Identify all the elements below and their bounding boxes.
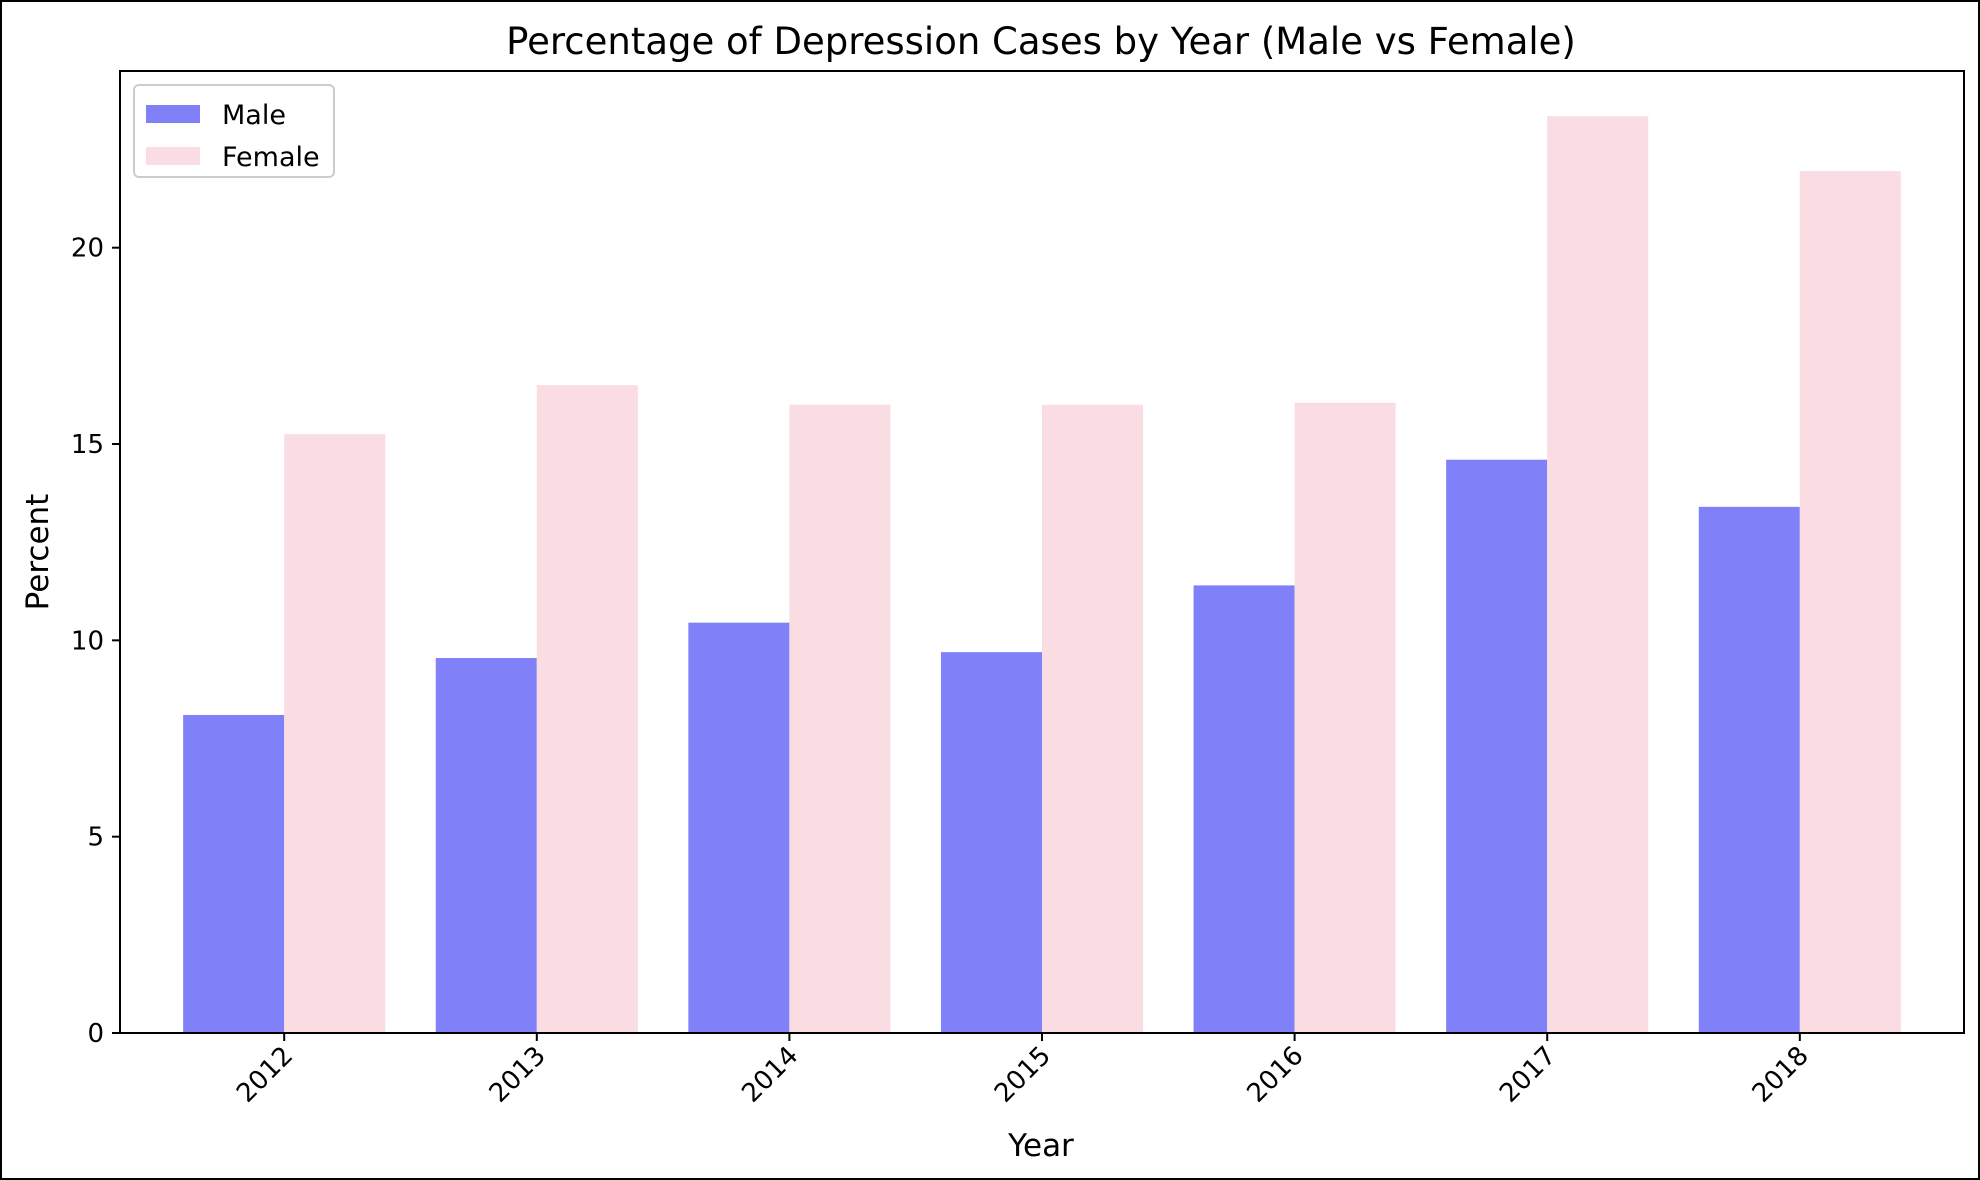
bar-male-2012 bbox=[183, 714, 285, 1033]
bar-female-2012 bbox=[284, 434, 386, 1033]
legend-label-female: Female bbox=[222, 142, 320, 173]
bar-male-2018 bbox=[1698, 506, 1800, 1033]
x-tick-label: 2013 bbox=[484, 1041, 552, 1109]
y-axis-label: Percent bbox=[20, 494, 56, 611]
legend-label-male: Male bbox=[222, 100, 286, 131]
x-axis: 2012 2013 2014 2015 2016 2017 2018 bbox=[231, 1033, 1815, 1109]
y-tick-label: 5 bbox=[87, 823, 104, 853]
y-tick-label: 20 bbox=[71, 234, 104, 264]
bar-female-2018 bbox=[1799, 171, 1901, 1033]
x-tick-label: 2018 bbox=[1747, 1041, 1815, 1109]
chart-title: Percentage of Depression Cases by Year (… bbox=[506, 20, 1576, 63]
y-tick-label: 15 bbox=[71, 430, 104, 460]
y-tick-label: 10 bbox=[71, 626, 104, 656]
bar-female-2013 bbox=[536, 385, 638, 1033]
bars-layer bbox=[183, 116, 1901, 1034]
legend-swatch-female bbox=[146, 147, 200, 165]
x-axis-label: Year bbox=[1007, 1128, 1074, 1164]
x-tick-label: 2017 bbox=[1494, 1041, 1562, 1109]
legend: Male Female bbox=[133, 84, 335, 178]
x-tick-label: 2012 bbox=[231, 1041, 299, 1109]
y-axis: 0 5 10 15 20 bbox=[71, 234, 120, 1049]
bar-male-2015 bbox=[940, 652, 1042, 1033]
x-tick-label: 2015 bbox=[989, 1041, 1057, 1109]
y-tick-label: 0 bbox=[87, 1019, 104, 1049]
bar-female-2017 bbox=[1547, 116, 1649, 1034]
x-tick-label: 2014 bbox=[736, 1041, 804, 1109]
bar-female-2014 bbox=[789, 404, 891, 1033]
bar-female-2015 bbox=[1042, 404, 1144, 1033]
bar-male-2016 bbox=[1193, 585, 1295, 1033]
bar-male-2014 bbox=[688, 622, 790, 1033]
bar-male-2017 bbox=[1446, 459, 1548, 1033]
x-tick-label: 2016 bbox=[1242, 1041, 1310, 1109]
bar-male-2013 bbox=[435, 658, 537, 1033]
bar-female-2016 bbox=[1294, 402, 1396, 1033]
legend-swatch-male bbox=[146, 105, 200, 123]
